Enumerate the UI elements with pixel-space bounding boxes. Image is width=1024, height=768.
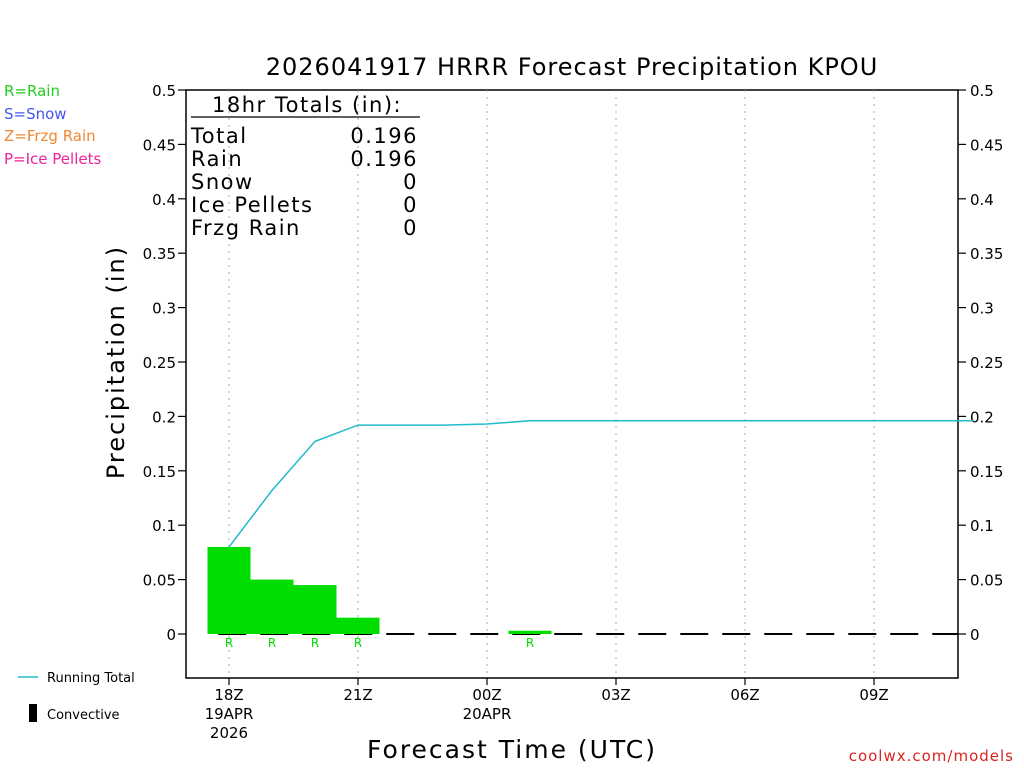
y-tick-label-right: 0.05: [970, 572, 1003, 590]
convective-legend-label: Convective: [47, 708, 120, 723]
y-tick-label-left: 0.35: [143, 245, 176, 263]
x-tick-date: 20APR: [463, 705, 512, 723]
rain-bar-2: [293, 585, 337, 634]
legend-rain: R=Rain: [4, 82, 60, 100]
y-tick-label-left: 0.4: [152, 191, 176, 209]
x-tick-label: 09Z: [859, 686, 888, 704]
totals-value-rain: 0.196: [350, 147, 418, 171]
x-tick-label: 00Z: [472, 686, 501, 704]
x-tick-label: 03Z: [601, 686, 630, 704]
rain-bar-0: [207, 546, 251, 634]
y-tick-label-left: 0.25: [143, 354, 176, 372]
y-tick-label-right: 0.2: [970, 408, 994, 426]
bar-type-label-4: R: [526, 636, 534, 650]
legend-ice-pellets: P=Ice Pellets: [4, 150, 101, 168]
x-tick-date: 19APR: [205, 705, 254, 723]
y-tick-label-right: 0.1: [970, 517, 994, 535]
type-legend: R=Rain S=Snow Z=Frzg Rain P=Ice Pellets: [4, 82, 101, 168]
y-tick-label-left: 0.5: [152, 82, 176, 100]
y-tick-label-right: 0.15: [970, 463, 1003, 481]
y-tick-label-right: 0.45: [970, 136, 1003, 154]
y-axis-ticks: 0 00.05 0.050.1 0.10.15 0.150.2 0.20.25 0.250.…: [143, 82, 1004, 644]
legend-snow: S=Snow: [4, 105, 67, 123]
bar-type-label-1: R: [268, 636, 276, 650]
x-tick-label: 06Z: [730, 686, 759, 704]
y-tick-label-left: 0.05: [143, 572, 176, 590]
bar-type-label-0: R: [225, 636, 233, 650]
totals-header: 18hr Totals (in):: [212, 93, 402, 117]
y-tick-label-left: 0.3: [152, 300, 176, 318]
y-tick-label-left: 0.1: [152, 517, 176, 535]
legend-frzg-rain: Z=Frzg Rain: [4, 127, 96, 145]
y-tick-label-right: 0.3: [970, 300, 994, 318]
rain-bar-1: [250, 579, 294, 634]
totals-box: 18hr Totals (in): Total 0.196 Rain 0.196…: [190, 93, 420, 240]
x-tick-year: 2026: [210, 724, 248, 742]
y-tick-label-left: 0.15: [143, 463, 176, 481]
running-total-legend-label: Running Total: [47, 671, 135, 686]
y-tick-label-left: 0.45: [143, 136, 176, 154]
x-tick-label: 21Z: [343, 686, 372, 704]
y-tick-label-right: 0.25: [970, 354, 1003, 372]
x-axis-label: Forecast Time (UTC): [367, 735, 657, 764]
y-tick-label-right: 0.35: [970, 245, 1003, 263]
bar-type-label-3: R: [354, 636, 362, 650]
y-tick-label-left: 0.2: [152, 408, 176, 426]
totals-label-total: Total: [190, 124, 248, 148]
y-tick-label-right: 0.5: [970, 82, 994, 100]
totals-value-frzg-rain: 0: [403, 216, 418, 240]
running-total-line: [228, 420, 973, 548]
plot-frame: [185, 89, 959, 679]
y-tick-label-left: 0: [166, 626, 176, 644]
y-axis-label: Precipitation (in): [102, 245, 130, 479]
totals-label-ice-pellets: Ice Pellets: [191, 193, 313, 217]
rain-bar-3: [336, 617, 380, 634]
chart-title: 2026041917 HRRR Forecast Precipitation K…: [266, 53, 879, 81]
totals-label-frzg-rain: Frzg Rain: [191, 216, 301, 240]
totals-value-snow: 0: [403, 170, 418, 194]
series-legend: Running Total Convective: [18, 671, 135, 723]
credit-text: coolwx.com/models: [849, 747, 1014, 765]
totals-label-snow: Snow: [191, 170, 254, 194]
totals-label-rain: Rain: [191, 147, 243, 171]
rain-bar-4: [508, 630, 552, 634]
totals-value-ice-pellets: 0: [403, 193, 418, 217]
x-tick-label: 18Z: [214, 686, 243, 704]
totals-value-total: 0.196: [350, 124, 418, 148]
y-tick-label-right: 0.4: [970, 191, 994, 209]
convective-swatch: [29, 704, 37, 722]
bar-type-label-2: R: [311, 636, 319, 650]
y-tick-label-right: 0: [970, 626, 980, 644]
